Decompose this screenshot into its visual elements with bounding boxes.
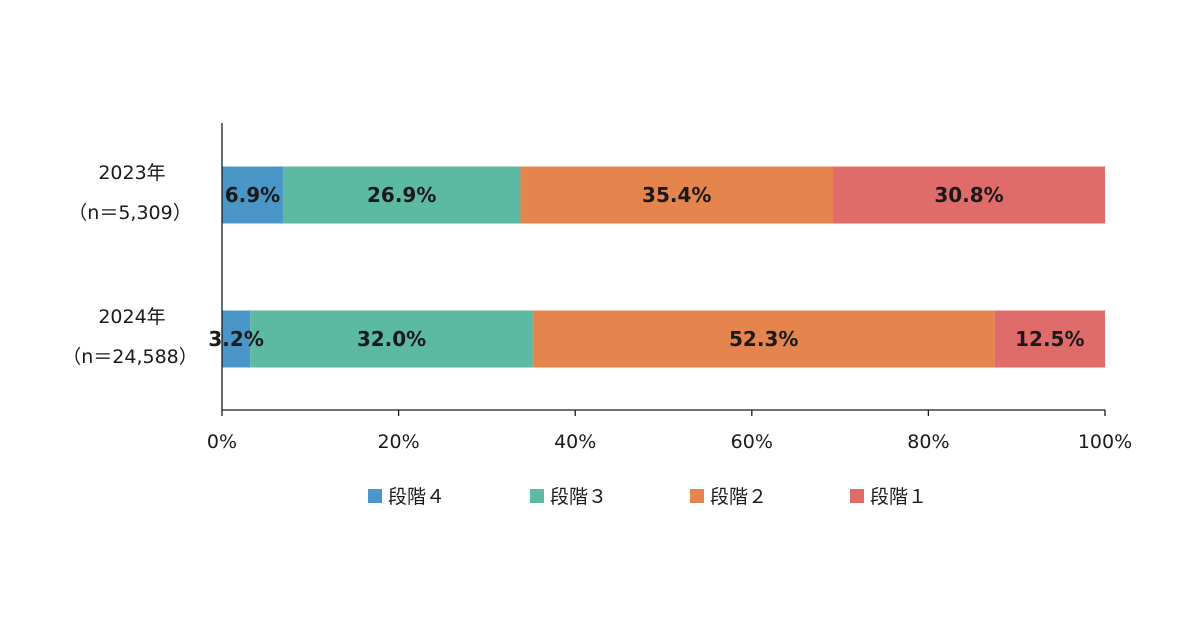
- data-labels-group: 6.9% 26.9% 35.4% 30.8% 3.2% 32.0% 52.3% 12.5%: [208, 183, 1084, 351]
- legend-label: 段階４: [388, 486, 445, 508]
- data-label: 12.5%: [1015, 327, 1084, 351]
- category-label-year: 2024年: [98, 306, 165, 328]
- bar-segment: [520, 166, 834, 224]
- bar-segment: [994, 310, 1105, 368]
- data-label: 3.2%: [208, 327, 263, 351]
- data-label: 32.0%: [357, 327, 426, 351]
- data-label: 26.9%: [367, 183, 436, 207]
- category-label-n: （n＝24,588）: [62, 346, 198, 368]
- bar-segment: [222, 166, 283, 224]
- x-tick-label: 100%: [1078, 431, 1132, 453]
- x-tick-label: 80%: [907, 431, 949, 453]
- axes-group: 0% 20% 40% 60% 80% 100%: [207, 123, 1132, 453]
- legend-label: 段階３: [550, 486, 607, 508]
- bar-segment: [532, 310, 995, 368]
- bar-segment: [282, 166, 521, 224]
- legend-swatch: [530, 489, 544, 503]
- bar-segment: [250, 310, 533, 368]
- legend-swatch: [690, 489, 704, 503]
- x-tick-label: 20%: [377, 431, 419, 453]
- bar-segment: [833, 166, 1105, 224]
- legend: 段階４ 段階３ 段階２ 段階１: [368, 486, 927, 508]
- data-label: 6.9%: [225, 183, 280, 207]
- data-label: 35.4%: [642, 183, 711, 207]
- bar-segment: [222, 310, 251, 368]
- category-label-n: （n＝5,309）: [68, 202, 191, 224]
- category-labels-group: 2023年 （n＝5,309） 2024年 （n＝24,588）: [62, 162, 198, 368]
- bars-group: [222, 166, 1105, 368]
- legend-label: 段階２: [710, 486, 767, 508]
- x-tick-label: 40%: [554, 431, 596, 453]
- x-tick-label: 0%: [207, 431, 237, 453]
- data-label: 30.8%: [934, 183, 1003, 207]
- legend-swatch: [850, 489, 864, 503]
- legend-label: 段階１: [870, 486, 927, 508]
- x-tick-label: 60%: [731, 431, 773, 453]
- category-label-year: 2023年: [98, 162, 165, 184]
- data-label: 52.3%: [729, 327, 798, 351]
- legend-swatch: [368, 489, 382, 503]
